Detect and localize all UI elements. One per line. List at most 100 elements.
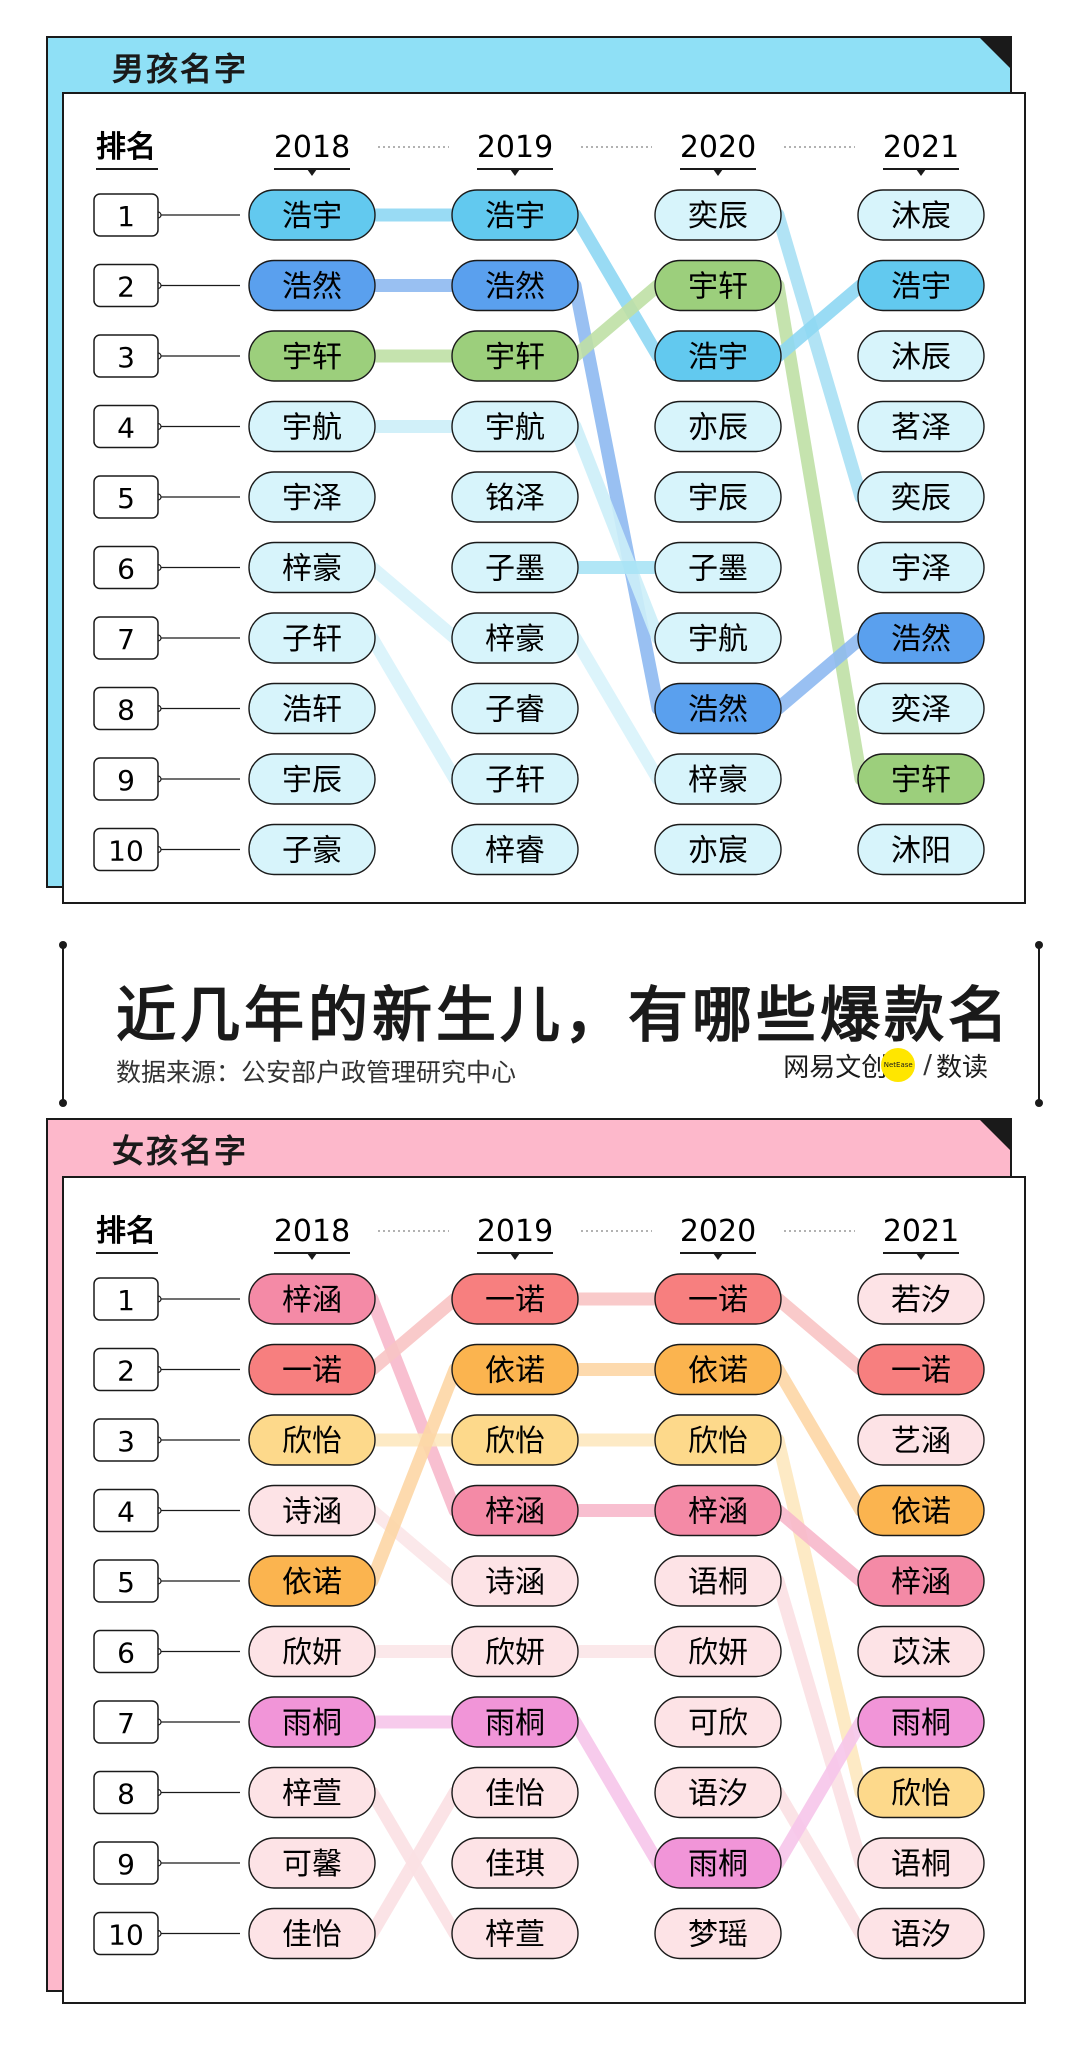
name-pill-label: 欣妍 <box>282 1636 342 1671</box>
name-pill <box>248 1555 376 1607</box>
name-pill-label: 宇泽 <box>282 481 342 516</box>
name-pill <box>451 471 579 523</box>
connector-line-浩然 <box>771 631 868 715</box>
name-pill-label: 苡沫 <box>891 1636 951 1671</box>
year-marker-icon <box>916 169 926 176</box>
name-pill-label: 宇泽 <box>891 552 951 587</box>
rank-number: 1 <box>117 200 135 233</box>
connector-line-宇轩 <box>771 279 868 786</box>
name-pill <box>451 1766 579 1819</box>
name-pill <box>451 400 579 453</box>
boys-panel-title: 男孩名字 <box>112 50 249 88</box>
name-pill-label: 浩然 <box>485 270 545 305</box>
name-pill <box>654 1414 782 1466</box>
rank-box <box>93 1770 159 1815</box>
name-pill-label: 语汐 <box>891 1918 951 1953</box>
name-pill <box>654 682 782 735</box>
name-pill-label: 艺涵 <box>891 1424 951 1459</box>
rank-box <box>93 1629 159 1674</box>
name-pill <box>451 330 579 382</box>
rank-number: 4 <box>117 412 135 445</box>
name-pill-label: 宇航 <box>485 411 545 446</box>
name-pill-label: 子豪 <box>282 834 342 869</box>
name-pill-label: 梓涵 <box>485 1495 545 1530</box>
name-pill <box>451 1625 579 1678</box>
name-pill <box>857 1696 985 1748</box>
rank-number: 7 <box>117 1707 135 1740</box>
rank-box <box>93 616 159 660</box>
name-pill <box>451 1343 579 1396</box>
year-header-2019: 2019 <box>477 1214 553 1249</box>
name-pill-label: 沐宸 <box>891 199 951 234</box>
name-pill <box>451 259 579 312</box>
name-pill <box>654 330 782 382</box>
logo-text-part2: 文创 <box>835 1052 888 1083</box>
connector-line-子轩 <box>365 631 462 786</box>
column-headers: 排名 2018 2019 2020 2021 <box>96 130 959 176</box>
column-headers: 排名 2018 2019 2020 2021 <box>96 1214 959 1260</box>
rank-number: 4 <box>117 1496 135 1529</box>
year-header-2020: 2020 <box>680 130 756 165</box>
rank-number: 6 <box>117 1637 135 1670</box>
connector-line-依诺 <box>771 1363 868 1517</box>
name-pill-label: 茗泽 <box>891 411 951 446</box>
name-pill-label: 奕辰 <box>688 199 748 234</box>
name-pill <box>248 1696 376 1748</box>
name-pill <box>654 1625 782 1678</box>
rank-box <box>93 1418 159 1462</box>
name-pill <box>857 259 985 312</box>
rank-box <box>93 1488 159 1533</box>
connector-line-浩然 <box>568 279 665 715</box>
name-pill-label: 梓萱 <box>485 1918 545 1953</box>
rank-number: 6 <box>117 553 135 586</box>
rank-number: 8 <box>117 694 135 727</box>
name-pill-label: 浩轩 <box>282 693 342 728</box>
name-pill-label: 宇航 <box>282 411 342 446</box>
rank-box <box>93 1559 159 1603</box>
name-pill-label: 宇轩 <box>485 340 545 375</box>
year-header-2018: 2018 <box>274 130 350 165</box>
banner-corner-dot <box>1035 941 1043 949</box>
rank-number: 8 <box>117 1778 135 1811</box>
rank-header: 排名 <box>96 1214 156 1249</box>
boys-ranking-chart: 浩宇浩然宇轩宇航宇泽梓豪子轩浩轩宇辰子豪浩宇浩然宇轩宇航铭泽子墨梓豪子睿子轩梓睿… <box>93 130 985 876</box>
year-marker-icon <box>713 169 723 176</box>
name-pill <box>857 1414 985 1466</box>
name-pill <box>451 189 579 241</box>
brand-logo: 网易 文创 NetEase / 数读 <box>783 1045 988 1085</box>
name-pill-label: 宇轩 <box>688 270 748 305</box>
name-pill-label: 子墨 <box>688 552 748 587</box>
name-pill-label: 梦瑶 <box>688 1918 748 1953</box>
connector-line-浩宇 <box>568 208 665 363</box>
name-pill-label: 子墨 <box>485 552 545 587</box>
rank-box <box>93 757 159 801</box>
name-pill <box>451 682 579 735</box>
name-pill <box>654 1696 782 1748</box>
name-pill <box>248 1484 376 1537</box>
rank-box <box>93 827 159 872</box>
year-header-2021: 2021 <box>883 130 959 165</box>
rank-number: 3 <box>117 341 135 374</box>
connector-line-依诺 <box>365 1363 462 1588</box>
name-pill-label: 欣怡 <box>282 1424 342 1459</box>
name-pill-label: 浩宇 <box>485 199 545 234</box>
name-pill-label: 梓涵 <box>282 1283 342 1318</box>
rank-box <box>93 263 159 308</box>
connector-line-雨桐 <box>771 1715 868 1870</box>
name-pill <box>248 1837 376 1889</box>
name-pill-label: 雨桐 <box>891 1706 951 1741</box>
name-pill <box>654 189 782 241</box>
name-pill-label: 依诺 <box>688 1354 748 1389</box>
banner-corner-dot <box>1035 1099 1043 1107</box>
connector-lines <box>365 1292 868 1940</box>
year-header-2019: 2019 <box>477 130 553 165</box>
name-pill <box>857 612 985 664</box>
name-pill-label: 子睿 <box>485 693 545 728</box>
rank-box <box>93 404 159 449</box>
connector-line-宇轩 <box>568 279 665 363</box>
rank-number: 5 <box>117 482 135 515</box>
connector-line-语汐 <box>771 1786 868 1940</box>
name-pill <box>857 1273 985 1325</box>
name-pill <box>857 541 985 594</box>
rank-number: 10 <box>108 835 144 868</box>
